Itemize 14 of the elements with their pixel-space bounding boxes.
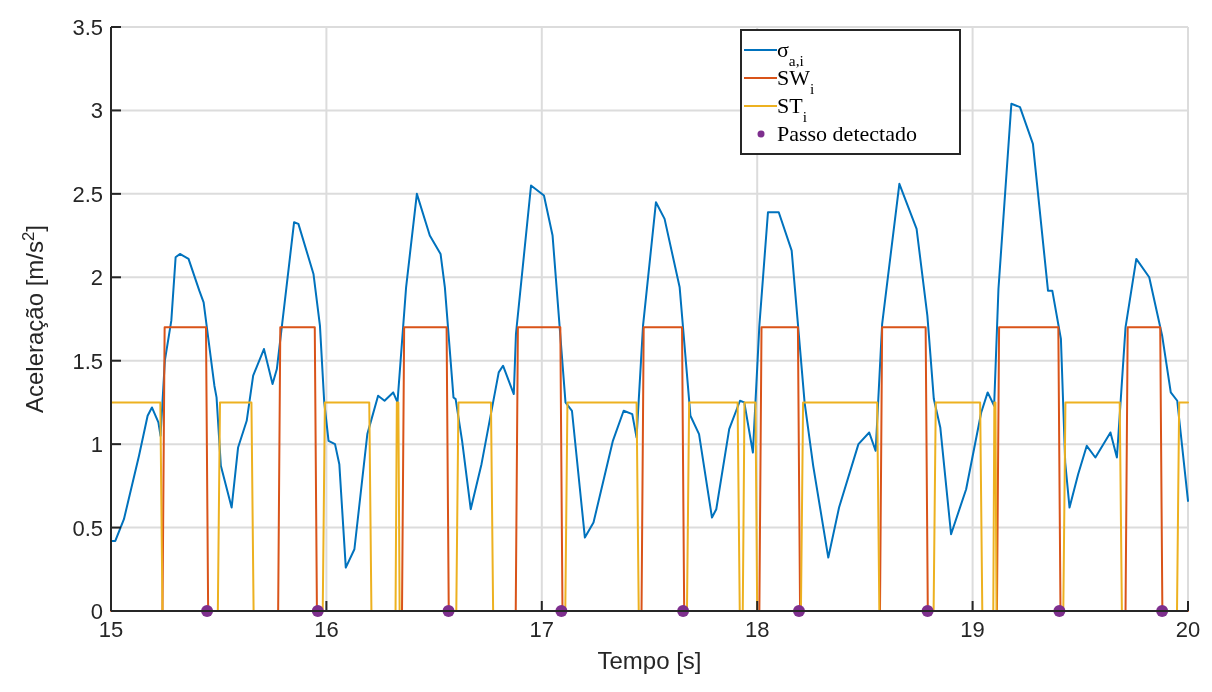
y-tick-label: 3 xyxy=(90,98,103,124)
x-tick-label: 18 xyxy=(744,617,770,642)
y-tick-label: 1.5 xyxy=(72,348,103,374)
y-tick-label: 3.5 xyxy=(72,15,103,40)
y-tick-label: 1 xyxy=(90,432,103,458)
y-tick-label: 0.5 xyxy=(72,515,103,541)
x-tick-label: 20 xyxy=(1175,617,1201,642)
x-tick-label: 19 xyxy=(960,617,985,642)
x-axis-title: Tempo [s] xyxy=(597,647,702,674)
y-tick-label: 0 xyxy=(90,599,103,624)
y-tick-label: 2 xyxy=(90,265,103,291)
x-tick-label: 17 xyxy=(529,617,555,642)
y-tick-label: 2.5 xyxy=(72,181,103,207)
x-tick-label: 16 xyxy=(314,617,339,642)
